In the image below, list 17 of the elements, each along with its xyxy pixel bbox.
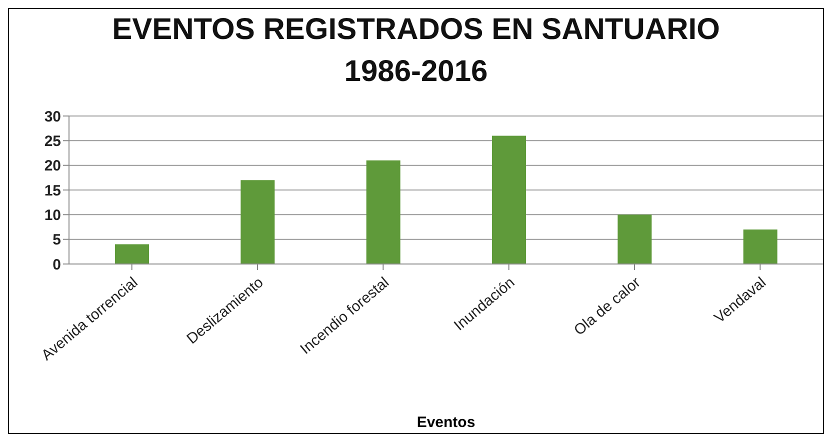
y-tick-label: 5 [52,232,61,249]
bar [492,136,526,264]
bar [366,160,400,264]
y-tick-label: 10 [44,206,61,224]
bar [618,214,652,264]
bar [743,229,778,264]
y-tick-label: 30 [44,108,61,126]
y-tick-label: 0 [52,256,61,274]
y-tick-label: 25 [44,132,61,150]
chart-subtitle: 1986-2016 [343,55,489,89]
bar [240,180,275,264]
chart-title: EVENTOS REGISTRADOS EN SANTUARIO [111,13,721,47]
x-tick-label: Ola de calor [570,274,644,340]
y-tick-label: 15 [44,182,61,200]
y-tick-label: 20 [44,158,61,175]
bar [115,244,149,264]
x-axis-title: Eventos [416,414,476,431]
